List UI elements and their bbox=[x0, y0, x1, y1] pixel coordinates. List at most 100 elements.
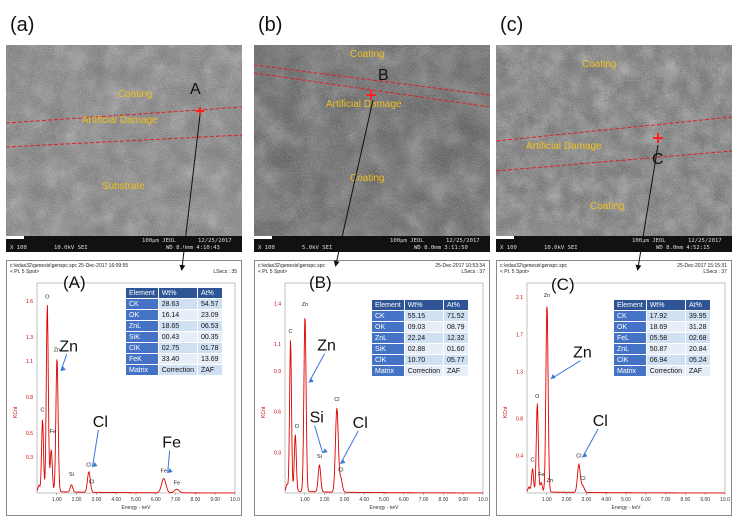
databar-kv: 10.0kV SEI bbox=[54, 245, 88, 251]
databar-scale: 100µm JEOL bbox=[390, 238, 424, 244]
cell: ZnL bbox=[371, 332, 405, 344]
sem-label-coating: Coating bbox=[582, 59, 617, 70]
databar-mag: X 100 bbox=[500, 245, 517, 251]
peak-label: Cl bbox=[580, 476, 585, 482]
spectrum-letter: (B) bbox=[309, 273, 332, 292]
cell: ZAF bbox=[196, 364, 223, 376]
scale-bar bbox=[6, 236, 24, 239]
sem-micrograph bbox=[6, 45, 242, 243]
cell: 55.15 bbox=[403, 310, 444, 322]
cell: ZAF bbox=[684, 365, 711, 377]
peak-label: Si bbox=[69, 472, 74, 478]
y-tick-label: 1.7 bbox=[516, 332, 523, 338]
point-label: B bbox=[378, 67, 389, 84]
sem-label-damage: Artificial Damage bbox=[326, 99, 402, 110]
x-tick-label: 1.00 bbox=[542, 497, 552, 503]
peak-label: C bbox=[41, 407, 45, 413]
header-spot: < Pt. 5 Spot> bbox=[10, 269, 40, 275]
peak-label: Cl bbox=[338, 467, 343, 473]
header-file: c:\edax32\genesis\genspc.spc bbox=[258, 263, 325, 269]
cell: 54.57 bbox=[196, 298, 223, 310]
cell: 50.87 bbox=[645, 343, 686, 355]
x-axis-title: Energy - keV bbox=[122, 505, 152, 511]
sem-databar: X 100 10.0kV SEI 100µm JEOL 12/25/2017 W… bbox=[6, 236, 242, 252]
cell: 28.63 bbox=[157, 298, 198, 310]
callout-arrowhead bbox=[167, 468, 173, 473]
sem-label-coating-2: Coating bbox=[350, 173, 385, 184]
peak-label: Fe bbox=[174, 481, 180, 487]
databar-wd: WD 8.0mm 3:11:50 bbox=[414, 245, 468, 251]
peak-label: Cl bbox=[86, 463, 91, 469]
cell: OK bbox=[613, 321, 647, 333]
cell: 01.60 bbox=[442, 343, 469, 355]
header-file: c:\edax32\genesis\genspc.spc 25-Dec-2017… bbox=[10, 263, 129, 269]
callout-arrowhead bbox=[60, 366, 66, 371]
y-axis-title: KCnt bbox=[503, 406, 509, 418]
x-tick-label: 6.00 bbox=[641, 497, 651, 503]
sem-micrograph bbox=[496, 45, 732, 243]
panel-letter: (a) bbox=[10, 14, 35, 36]
sem-image: Coating Artificial Damage Coating B bbox=[254, 45, 490, 243]
x-tick-label: 9.00 bbox=[458, 497, 468, 503]
cell: 02.75 bbox=[157, 342, 198, 354]
table-row: Matrix Correction ZAF bbox=[125, 364, 223, 376]
callout-arrowhead bbox=[550, 374, 556, 379]
eds-spectrum: 2.1 1.7 1.3 0.8 0.4 KCnt 1.00 2.00 3.00 4.00 5.00 6… bbox=[496, 260, 732, 516]
cell: 39.95 bbox=[684, 310, 711, 322]
cell: CK bbox=[125, 298, 159, 310]
y-tick-label: 0.4 bbox=[516, 454, 523, 460]
element-callout: Cl bbox=[93, 414, 108, 431]
cell: 01.78 bbox=[196, 342, 223, 354]
col-at: At% bbox=[196, 287, 223, 299]
scale-bar bbox=[496, 236, 514, 239]
table-row: CK 55.15 71.52 bbox=[371, 310, 469, 322]
peak-label: Fe bbox=[161, 469, 167, 475]
header-lsecs: LSecs : 37 bbox=[703, 269, 727, 275]
spectrum-header-right: 25-Dec-2017 15:15:31 LSecs : 37 bbox=[677, 263, 727, 275]
y-tick-label: 1.1 bbox=[274, 342, 281, 348]
y-tick-label: 0.5 bbox=[26, 431, 33, 437]
header-spot: < Pt. 5 Spot> bbox=[258, 269, 288, 275]
cell: 16.14 bbox=[157, 309, 198, 321]
table-header-row: Element Wt% At% bbox=[125, 287, 223, 299]
y-tick-label: 2.1 bbox=[516, 295, 523, 301]
peak-label: C bbox=[531, 457, 535, 463]
cell: SiK bbox=[371, 343, 405, 355]
col-wt: Wt% bbox=[403, 299, 444, 311]
spectrum-plot: 2.1 1.7 1.3 0.8 0.4 KCnt 1.00 2.00 3.00 4.00 5.00 6… bbox=[503, 282, 730, 511]
cell: ZnL bbox=[613, 343, 647, 355]
peak-label: Fe bbox=[50, 429, 56, 435]
spectrum-line bbox=[284, 318, 483, 494]
spectrum-line bbox=[526, 306, 725, 494]
cell: SiK bbox=[125, 331, 159, 343]
col-wt: Wt% bbox=[645, 299, 686, 311]
peak-label: Zn bbox=[544, 293, 550, 299]
x-tick-label: 7.00 bbox=[171, 497, 181, 503]
table-row: ClK 02.75 01.78 bbox=[125, 342, 223, 354]
cell: FeK bbox=[125, 353, 159, 365]
element-callout: Zn bbox=[59, 338, 78, 355]
panel-letter: (c) bbox=[500, 14, 524, 36]
sem-label-coating: Coating bbox=[350, 49, 385, 60]
table-row: OK 18.69 31.28 bbox=[613, 321, 711, 333]
x-tick-label: 4.00 bbox=[111, 497, 121, 503]
spectrum-plot: 1.6 1.3 1.1 0.8 0.5 0.3 KCnt 1.00 2.00 3.00 4.00 5.… bbox=[13, 282, 240, 511]
databar-wd: WD 8.0mm 4:10:43 bbox=[166, 245, 220, 251]
cell: ZnL bbox=[125, 320, 159, 332]
sem-databar: X 100 5.0kV SEI 100µm JEOL 12/25/2017 WD… bbox=[254, 236, 490, 252]
cell: OK bbox=[125, 309, 159, 321]
cell: Matrix bbox=[613, 365, 647, 377]
x-tick-label: 8.00 bbox=[191, 497, 201, 503]
databar-date: 12/25/2017 bbox=[688, 238, 722, 244]
eds-spectrum: 1.4 1.1 0.9 0.6 0.3 KCnt 1.00 2.00 3.00 4.00 5.00 6… bbox=[254, 260, 490, 516]
table-row: SiK 02.88 01.60 bbox=[371, 343, 469, 355]
table-row: ClK 10.70 05.77 bbox=[371, 354, 469, 366]
element-callout: Fe bbox=[162, 434, 181, 451]
cell: 71.52 bbox=[442, 310, 469, 322]
col-wt: Wt% bbox=[157, 287, 198, 299]
databar-mag: X 100 bbox=[258, 245, 275, 251]
table-row: ClK 06.94 05.24 bbox=[613, 354, 711, 366]
scale-bar bbox=[254, 236, 272, 239]
cell: Correction bbox=[403, 365, 444, 377]
element-callout: Cl bbox=[353, 415, 368, 432]
